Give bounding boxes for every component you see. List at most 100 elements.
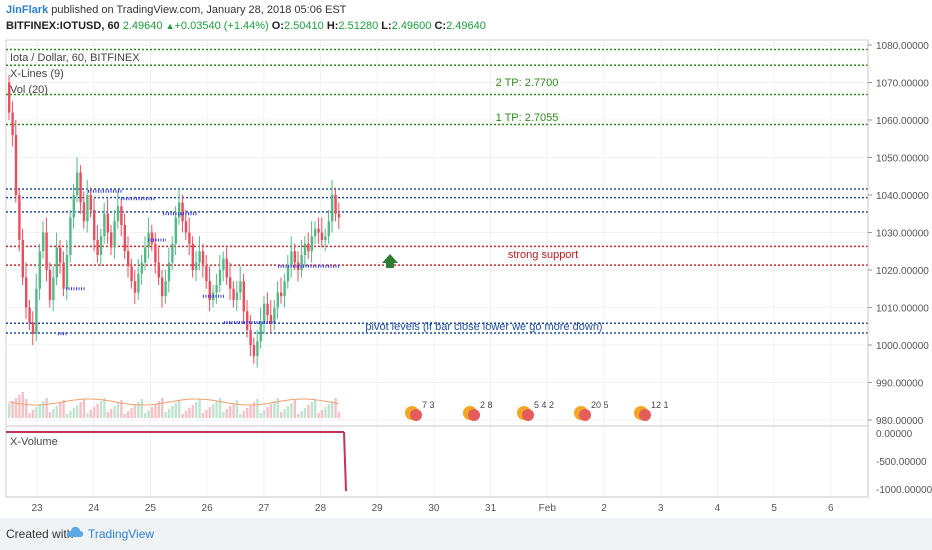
event-badge-flag-icon <box>468 409 480 421</box>
candle-body <box>55 247 58 278</box>
candle-body <box>89 195 92 210</box>
chart-frame <box>5 39 869 498</box>
open-value: 2.50410 <box>283 20 324 32</box>
candle-body <box>314 228 317 237</box>
volume-bar <box>337 412 341 418</box>
volume-bar <box>62 400 65 418</box>
candle-body <box>79 172 82 203</box>
volume-bar <box>103 398 106 418</box>
candle-body <box>65 255 69 289</box>
volume-bar <box>127 411 130 418</box>
candle-body <box>157 262 160 278</box>
close-label: C: <box>434 20 447 32</box>
volume-bar <box>35 407 38 418</box>
price-tick-label: 980.00000 <box>876 416 924 427</box>
candle-body <box>195 262 198 270</box>
volume-bar <box>123 414 126 418</box>
candle-body <box>21 240 24 278</box>
candle-body <box>198 251 201 263</box>
volume-bar <box>130 408 133 418</box>
candle-body <box>256 341 259 357</box>
price-axis[interactable]: 1080.00000 1070.00000 1060.00000 1050.00000… <box>868 41 929 427</box>
volume-bar <box>317 413 320 418</box>
high-value: 2.51280 <box>338 20 379 32</box>
candle-body <box>266 303 269 315</box>
tp1-label: 1 TP: 2.7055 <box>496 112 559 124</box>
xvolume-axis[interactable]: 0.00000 -500.00000 -1000.00000 <box>876 429 932 496</box>
candle-body <box>18 195 21 240</box>
high-label: H: <box>326 20 339 32</box>
volume-bar <box>76 405 79 418</box>
volume-bar <box>154 404 157 418</box>
support-label: strong support <box>508 249 578 261</box>
candle-body <box>31 322 35 334</box>
volume-bar <box>89 410 92 418</box>
volume-bar <box>133 405 137 418</box>
candle-body <box>276 292 279 308</box>
time-tick-label: 5 <box>771 503 777 514</box>
volume-bar <box>93 407 96 418</box>
legend-xlines[interactable]: X-Lines (9) <box>10 68 64 80</box>
volume-bar <box>8 404 11 418</box>
candle-body <box>93 210 96 240</box>
price-tick-label: 1050.00000 <box>876 154 929 165</box>
volume-bar <box>14 398 18 418</box>
author-link[interactable]: JinFlark <box>6 4 49 16</box>
up-arrow-marker[interactable] <box>382 254 398 268</box>
candle-body <box>48 270 52 300</box>
tradingview-cloud-icon[interactable] <box>66 525 84 539</box>
last-price: 2.49640 <box>122 20 163 32</box>
volume-bar <box>283 409 286 418</box>
volume-bar <box>269 404 273 418</box>
volume-bar <box>188 408 191 418</box>
candle-body <box>225 258 228 278</box>
candle-body <box>324 236 327 240</box>
time-axis[interactable]: 23 24 25 26 27 28 29 30 31 Feb 2 3 4 5 6 <box>31 503 834 514</box>
volume-bar <box>266 407 269 418</box>
candle-body <box>249 330 252 345</box>
candle-body <box>320 232 324 240</box>
volume-bar <box>195 402 198 418</box>
volume-bar <box>310 402 313 418</box>
volume-bar <box>137 402 140 418</box>
price-tick-label: 1020.00000 <box>876 266 929 277</box>
volume-bar <box>11 401 14 418</box>
legend-xvolume[interactable]: X-Volume <box>10 436 58 448</box>
volume-bar <box>55 406 58 418</box>
volume-bar <box>191 405 194 418</box>
volume-bar <box>161 398 164 418</box>
candle-body <box>130 266 133 282</box>
volume-bar <box>38 404 41 418</box>
candle-body <box>263 303 266 323</box>
volume-bar <box>334 398 337 418</box>
candle-body <box>42 232 45 252</box>
tradingview-brand[interactable]: TradingView <box>88 527 155 541</box>
volume-bar <box>72 408 75 418</box>
candle-body <box>327 221 330 237</box>
time-tick-label: 2 <box>601 503 607 514</box>
time-tick-label: 3 <box>658 503 664 514</box>
candle-body <box>317 228 320 233</box>
price-chart[interactable]: 7 3 2 8 5 4 2 20 5 12 1 2 TP: 2.7700 1 TP: 2… <box>0 0 932 518</box>
volume-bar <box>263 410 266 418</box>
price-tick-label: 1000.00000 <box>876 341 929 352</box>
candle-body <box>171 243 174 263</box>
volume-bar <box>18 395 21 418</box>
event-badge-count: 20 5 <box>591 400 609 410</box>
candle-body <box>28 307 31 323</box>
volume-bar <box>300 411 303 418</box>
candle-body <box>8 82 11 113</box>
legend-vol[interactable]: Vol (20) <box>10 84 48 96</box>
volume-bar <box>174 403 177 418</box>
volume-bar <box>181 414 184 418</box>
price-tick-label: 1010.00000 <box>876 304 929 315</box>
publish-line: JinFlark published on TradingView.com, J… <box>6 4 346 16</box>
event-badge-count: 12 1 <box>651 400 669 410</box>
event-badges[interactable]: 7 3 2 8 5 4 2 20 5 12 1 <box>405 400 669 421</box>
candle-body <box>113 221 116 248</box>
candle-body <box>164 281 167 297</box>
volume-bar <box>86 413 89 418</box>
candle-body <box>110 232 113 248</box>
volume-bar <box>171 406 174 418</box>
volume-bar <box>256 399 259 418</box>
